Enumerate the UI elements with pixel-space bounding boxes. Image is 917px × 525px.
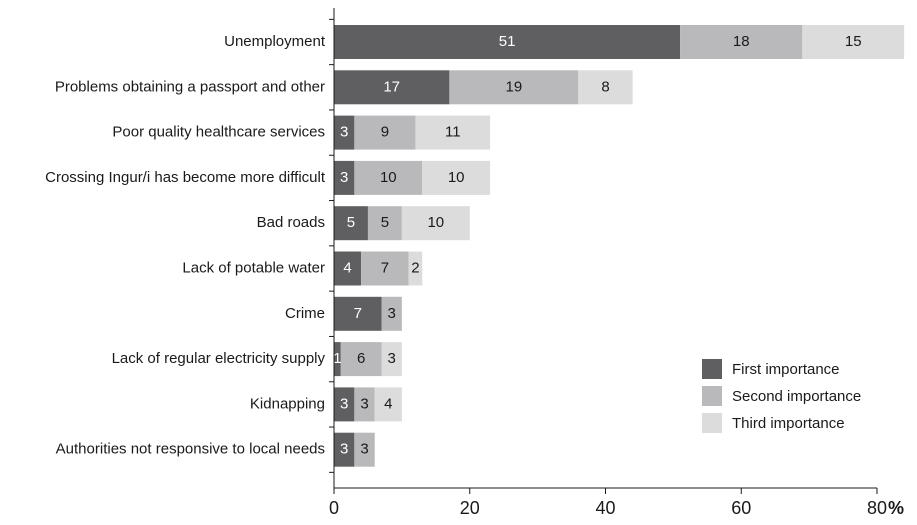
bar-segment <box>802 25 905 59</box>
legend-label: Second importance <box>732 388 861 405</box>
bar-segment <box>340 342 382 377</box>
legend-label: Third importance <box>732 415 845 432</box>
x-tick-label: 80 <box>867 498 887 518</box>
data-label: 18 <box>733 33 750 50</box>
data-label: 10 <box>448 169 465 186</box>
category-label: Crossing Ingur/i has become more difficu… <box>45 169 326 186</box>
category-label: Unemployment <box>224 33 326 50</box>
bar-segment <box>334 160 355 195</box>
data-label: 11 <box>445 124 461 141</box>
x-tick-label: 20 <box>460 498 480 518</box>
category-label: Poor quality healthcare services <box>112 124 325 141</box>
bar-segment <box>334 251 362 286</box>
data-label: 8 <box>601 78 609 95</box>
bar-segment <box>401 206 470 241</box>
bar-segment <box>334 25 681 59</box>
data-label: 3 <box>388 305 396 322</box>
bar-segment <box>354 432 375 467</box>
legend-swatch <box>702 413 722 433</box>
data-label: 5 <box>381 214 389 231</box>
category-label: Lack of potable water <box>182 259 325 276</box>
bar-segment <box>415 115 491 150</box>
bar-segment <box>381 342 402 377</box>
data-label: 3 <box>360 441 368 458</box>
data-label: 1 <box>333 350 341 367</box>
bar-segment <box>381 296 402 331</box>
data-label: 9 <box>381 124 389 141</box>
axis-layer: 0 20 40 60 80% <box>329 8 904 518</box>
x-tick-label: 0 <box>329 498 339 518</box>
data-label: 3 <box>360 395 368 412</box>
category-label: Kidnapping <box>250 395 325 412</box>
data-label: 10 <box>427 214 444 231</box>
data-label: 3 <box>340 441 348 458</box>
data-label: 4 <box>343 259 351 276</box>
bar-segment <box>354 387 375 422</box>
bar-segment <box>334 387 355 422</box>
legend-label: First importance <box>732 361 840 378</box>
x-tick-label: 60 <box>731 498 751 518</box>
bar-segment <box>334 206 368 241</box>
data-label: 2 <box>411 259 419 276</box>
data-label: 7 <box>381 259 389 276</box>
category-label: Problems obtaining a passport and other <box>55 78 325 95</box>
data-label: 5 <box>347 214 355 231</box>
data-label: 4 <box>384 395 392 412</box>
category-label: Lack of regular electricity supply <box>112 350 326 367</box>
legend-swatch <box>702 359 722 379</box>
bar-segment <box>334 70 450 105</box>
data-label: 3 <box>340 395 348 412</box>
bar-segment <box>354 115 416 150</box>
x-tick-label: 40 <box>595 498 615 518</box>
bar-segment <box>334 296 382 331</box>
bar-segment <box>449 70 579 105</box>
data-label: 15 <box>845 33 862 50</box>
bar-segment <box>408 251 423 286</box>
bar-segment <box>334 115 355 150</box>
bar-segment <box>334 432 355 467</box>
category-label: Bad roads <box>257 214 325 231</box>
bar-segment <box>680 25 803 59</box>
data-label: 3 <box>340 124 348 141</box>
category-label: Crime <box>285 305 325 322</box>
data-label: 3 <box>388 350 396 367</box>
bar-segment <box>374 387 402 422</box>
bar-segment <box>422 160 491 195</box>
x-unit-label: % <box>888 498 904 518</box>
bar-segment <box>354 160 423 195</box>
data-label: 3 <box>340 169 348 186</box>
data-label: 17 <box>383 78 400 95</box>
data-label: 7 <box>354 305 362 322</box>
legend-swatch <box>702 386 722 406</box>
data-label: 10 <box>380 169 397 186</box>
bars-layer <box>334 25 905 467</box>
bar-segment <box>361 251 409 286</box>
bar-segment <box>578 70 633 105</box>
bar-segment <box>367 206 402 241</box>
legend: First importance Second importance Third i… <box>702 359 861 433</box>
category-label: Authorities not responsive to local need… <box>56 441 325 458</box>
data-label: 19 <box>506 78 523 95</box>
data-label: 51 <box>499 33 516 50</box>
bar-segment <box>334 342 341 377</box>
data-label: 6 <box>357 350 365 367</box>
